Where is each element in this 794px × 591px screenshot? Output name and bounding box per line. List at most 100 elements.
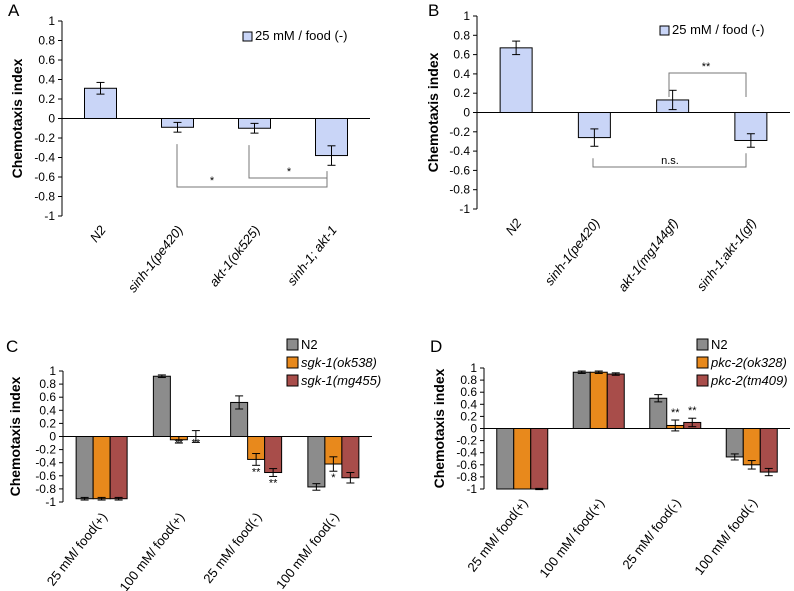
legend-label: sgk-1(mg455)	[301, 373, 381, 388]
y-tick-label: -0.4	[35, 456, 56, 470]
y-tick-label: -0.4	[449, 144, 470, 158]
legend-swatch	[286, 338, 299, 351]
y-tick-label: -0.8	[34, 190, 55, 204]
bar-b-0-0	[499, 47, 533, 113]
panel-letter: A	[8, 1, 20, 20]
y-axis-label: Chemotaxis index	[9, 58, 25, 178]
bar-d-1-2	[606, 373, 625, 429]
y-tick-label: -1	[45, 495, 56, 509]
significance-bracket	[668, 72, 747, 97]
bar-d-1-0	[572, 371, 591, 429]
category-label: sinh-1(pe420)	[542, 216, 603, 288]
category-label: 100 mM/ food(+)	[536, 496, 607, 581]
category-label: sinh-1;akt-1(gf)	[694, 216, 760, 294]
bar-c-0-1	[92, 436, 111, 500]
y-tick-label: 0	[463, 106, 470, 120]
category-label: sinh-1; akt-1	[284, 223, 340, 289]
y-tick-label: 0.8	[460, 373, 477, 387]
legend-label: 25 mM / food (-)	[672, 22, 764, 37]
category-label: 25 mM/ food(+)	[464, 496, 530, 575]
y-tick-label: -0.4	[456, 446, 477, 460]
y-tick-label: 0	[48, 112, 55, 126]
bar-d-0-1	[513, 428, 532, 490]
bar-c-1-0	[152, 375, 171, 437]
y-tick-label: 0.2	[453, 86, 470, 100]
category-label: akt-1(ok525)	[206, 223, 263, 290]
bar-d-3-1	[742, 428, 761, 466]
category-label: sinh-1(pe420)	[125, 223, 186, 295]
panel-b: B -1 -0.8 -0.6 -0.4 -0.2 0 0.2 0.4 0.6 0.8 1 Chemota…	[425, 1, 790, 294]
category-label: 100 mM/ food(-)	[273, 510, 342, 591]
panel-letter: B	[428, 1, 439, 20]
y-tick-label: 0.2	[39, 416, 56, 430]
legend-swatch	[286, 356, 299, 369]
category-label: 25 mM/ food(-)	[200, 510, 264, 586]
significance-label: n.s.	[661, 155, 679, 167]
y-axis-label: Chemotaxis index	[7, 376, 23, 496]
legend-label: pkc-2(tm409)	[710, 373, 788, 388]
y-tick-label: 0.8	[453, 28, 470, 42]
legend-swatch	[696, 356, 709, 369]
y-tick-label: 0	[470, 422, 477, 436]
significance-label: **	[671, 407, 680, 419]
category-label: N2	[502, 215, 525, 238]
y-tick-label: 0.4	[38, 73, 55, 87]
y-tick-label: 0.6	[460, 385, 477, 399]
y-tick-label: 0.6	[39, 390, 56, 404]
y-tick-label: 0.8	[38, 34, 55, 48]
y-tick-label: -1	[459, 202, 470, 216]
significance-label: **	[702, 61, 711, 73]
category-label: 100 mM/ food(+)	[116, 510, 187, 591]
significance-bracket	[248, 145, 328, 179]
panel-a: A -1 -0.8 -0.6 -0.4 -0.2 0 0.2 0.4 0.6 0.8 1 Chemota…	[8, 1, 370, 295]
y-tick-label: -1	[466, 482, 477, 496]
significance-bracket	[176, 144, 328, 188]
y-axis-label: Chemotaxis index	[425, 52, 441, 172]
y-tick-label: -0.2	[449, 125, 470, 139]
y-tick-label: -0.6	[449, 163, 470, 177]
category-label: N2	[87, 222, 110, 245]
y-tick-label: -0.6	[456, 458, 477, 472]
legend-label: N2	[711, 337, 728, 352]
legend-swatch	[696, 374, 709, 387]
y-tick-label: 0.4	[460, 397, 477, 411]
y-tick-label: 1	[49, 364, 56, 378]
panel-d: D -1-0.8-0.6-0.4-0.200.20.40.60.81 Chemota…	[430, 337, 790, 580]
y-tick-label: -0.4	[34, 151, 55, 165]
y-tick-label: -1	[44, 209, 55, 223]
significance-label: **	[269, 477, 278, 489]
y-tick-label: -0.8	[35, 482, 56, 496]
y-tick-label: 1	[463, 9, 470, 23]
significance-label: *	[331, 472, 336, 484]
bar-d-3-2	[759, 428, 778, 473]
legend-swatch	[659, 25, 670, 36]
y-tick-label: 1	[470, 361, 477, 375]
legend-label: 25 mM / food (-)	[255, 28, 347, 43]
y-tick-label: 0.4	[39, 403, 56, 417]
y-tick-label: 0.2	[38, 92, 55, 106]
y-tick-label: 1	[48, 14, 55, 28]
y-tick-label: 0.2	[460, 409, 477, 423]
y-tick-label: -0.6	[35, 469, 56, 483]
significance-label: *	[287, 166, 292, 178]
panel-letter: D	[430, 337, 442, 356]
significance-label: *	[210, 175, 215, 187]
bar-a-0-0	[84, 87, 117, 120]
y-tick-label: 0.4	[453, 67, 470, 81]
y-tick-label: 0.6	[38, 53, 55, 67]
bar-d-0-0	[496, 428, 515, 490]
significance-label: **	[252, 466, 261, 478]
category-label: 100 mM/ food(-)	[691, 496, 760, 578]
bar-d-1-1	[589, 371, 608, 429]
y-axis-label: Chemotaxis index	[431, 368, 447, 488]
legend-label: sgk-1(ok538)	[301, 355, 377, 370]
y-tick-label: -0.2	[35, 443, 56, 457]
bar-c-0-0	[75, 436, 94, 500]
bar-c-3-2	[341, 436, 360, 479]
legend-swatch	[286, 374, 299, 387]
y-tick-label: -0.6	[34, 170, 55, 184]
bar-c-2-2	[264, 436, 283, 474]
y-tick-label: 0	[49, 430, 56, 444]
y-tick-label: -0.2	[34, 131, 55, 145]
